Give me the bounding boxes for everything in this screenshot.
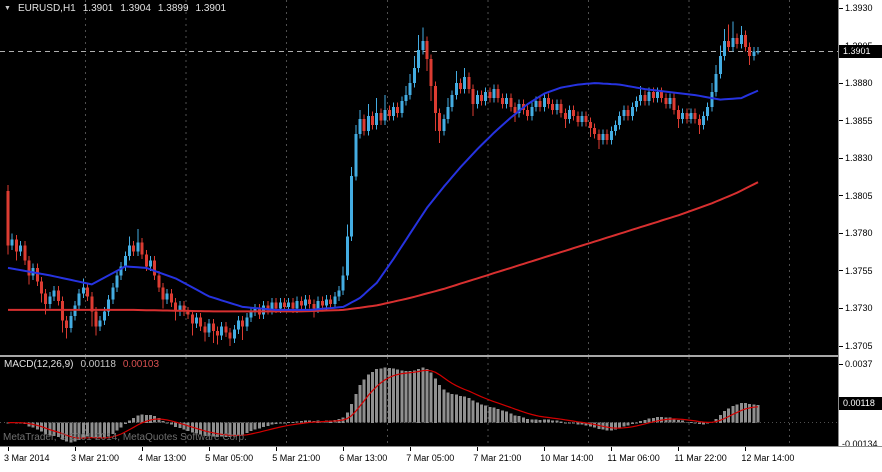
current-price-box: 1.3901: [839, 44, 882, 58]
price-axis-label: 1.3705: [845, 341, 873, 351]
macd-plot[interactable]: [0, 357, 838, 446]
time-axis-label: 11 Mar 22:00: [674, 453, 727, 463]
macd-current-value-box: 0.00118: [839, 397, 882, 410]
time-axis-label: 6 Mar 13:00: [339, 453, 388, 463]
time-scale-tick: [276, 447, 278, 451]
price-scale-tick: [839, 7, 843, 9]
macd-scale-tick: [839, 364, 843, 366]
price-axis-label: 1.3805: [845, 190, 873, 201]
time-scale-tick: [544, 447, 546, 451]
price-scale-tick: [839, 307, 843, 309]
time-scale-tick: [477, 447, 479, 451]
price-scale[interactable]: 1.3901 0.00118 1.3930 1.3905 1.3880 1.3855 1…: [838, 0, 882, 449]
price-scale-tick: [839, 232, 843, 234]
price-axis-label: 1.3780: [845, 228, 873, 239]
time-axis-label: 5 Mar 21:00: [272, 453, 321, 463]
time-scale-tick: [8, 447, 9, 451]
time-axis-label: 7 Mar 21:00: [473, 453, 522, 463]
time-scale-tick: [209, 447, 211, 451]
time-scale-tick: [611, 447, 613, 451]
macd-axis-label: -0.00134: [842, 438, 878, 449]
price-scale-tick: [839, 345, 843, 347]
watermark: MetaTrader, © 2001-2014, MetaQuotes Soft…: [3, 432, 247, 443]
time-axis-label: 12 Mar 14:00: [741, 453, 795, 463]
time-axis-label: 5 Mar 05:00: [205, 453, 254, 463]
time-axis-label: 10 Mar 14:00: [540, 453, 594, 463]
time-scale-tick: [678, 447, 680, 451]
price-scale-tick: [839, 195, 843, 197]
time-axis-label: 3 Mar 21:00: [71, 453, 120, 463]
time-axis-label: 7 Mar 05:00: [406, 453, 455, 463]
price-scale-tick: [839, 82, 843, 84]
price-scale-tick: [839, 270, 843, 272]
price-chart-panel[interactable]: ▼ EURUSD,H1 1.3901 1.3904 1.3899 1.3901: [0, 0, 838, 355]
price-axis-label: 1.3755: [845, 265, 873, 276]
time-axis-label: 3 Mar 2014: [4, 453, 50, 463]
price-axis-label: 1.3730: [845, 303, 873, 314]
price-axis-label: 1.3880: [845, 78, 873, 89]
price-scale-tick: [839, 45, 843, 46]
candlestick-plot[interactable]: [0, 0, 838, 355]
price-scale-tick: [839, 157, 843, 159]
time-scale-tick: [745, 447, 747, 451]
time-scale-tick: [142, 447, 144, 451]
macd-indicator-panel[interactable]: MACD(12,26,9) 0.00118 0.00103 MetaTrader…: [0, 357, 838, 446]
macd-axis-label: 0.0037: [845, 359, 873, 370]
time-axis-label: 4 Mar 13:00: [138, 453, 187, 463]
price-axis-label: 1.3855: [845, 115, 873, 126]
price-axis-label: 1.3905: [845, 40, 873, 51]
time-axis-label: 11 Mar 06:00: [607, 453, 660, 463]
price-axis-label: 1.3830: [845, 153, 873, 164]
time-scale-tick: [410, 447, 412, 451]
time-scale-tick: [343, 447, 345, 451]
price-axis-label: 1.3930: [845, 3, 873, 13]
time-scale-tick: [75, 447, 76, 451]
time-scale[interactable]: 3 Mar 2014 3 Mar 21:00 4 Mar 13:00 5 Mar 05…: [0, 446, 882, 472]
panel-splitter[interactable]: [0, 355, 882, 357]
price-scale-tick: [839, 120, 843, 122]
